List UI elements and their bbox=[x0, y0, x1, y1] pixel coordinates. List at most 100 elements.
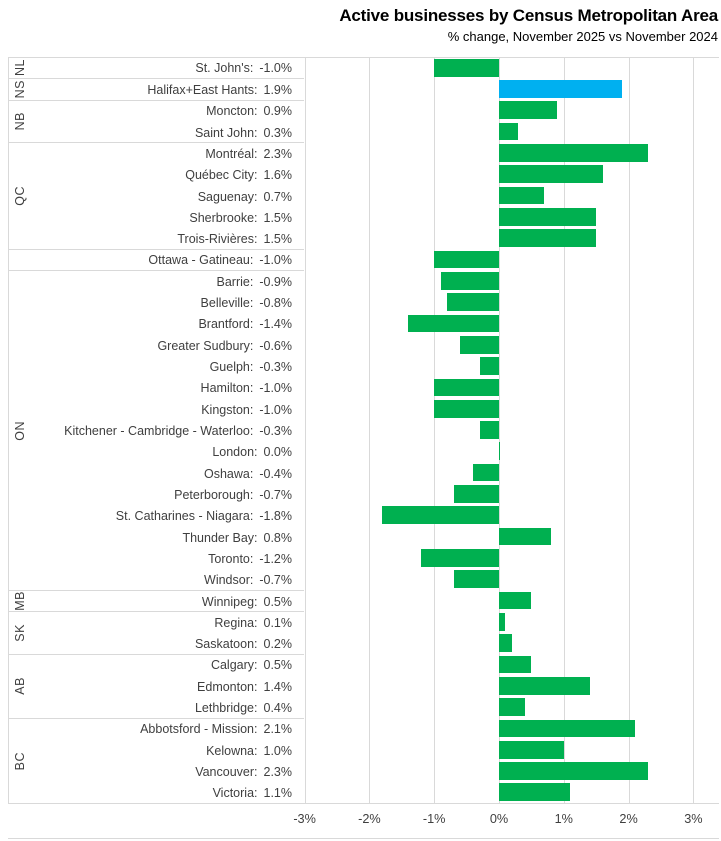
bar-calgary bbox=[499, 655, 532, 674]
category-label-row: Barrie: -0.9% bbox=[32, 271, 304, 292]
city-name: Calgary: bbox=[210, 658, 258, 673]
city-name: Abbotsford - Mission: bbox=[140, 722, 258, 737]
city-value: -1.8% bbox=[259, 509, 292, 524]
axis-tick-label: -3% bbox=[293, 812, 316, 826]
category-label-row: Kingston: -1.0% bbox=[32, 399, 304, 420]
city-name: Kelowna: bbox=[206, 743, 258, 758]
city-value: -1.0% bbox=[259, 381, 292, 396]
region-group-ns: NS Halifax+East Hants: 1.9% bbox=[8, 78, 304, 99]
city-value: 1.5% bbox=[263, 232, 293, 247]
bar-peterborough bbox=[453, 485, 499, 503]
bar-london bbox=[499, 442, 500, 461]
city-value: -0.4% bbox=[259, 466, 292, 481]
bar-st-john-s bbox=[434, 58, 499, 77]
category-label-row: Vancouver: 2.3% bbox=[32, 761, 304, 782]
city-value: 0.8% bbox=[263, 530, 293, 545]
city-value: 1.5% bbox=[263, 210, 293, 225]
bar-greater-sudbury bbox=[460, 335, 499, 354]
region-group-ab: AB Calgary: 0.5% Edmonton: 1.4% Lethbridge: 0.… bbox=[8, 653, 304, 718]
category-label-row: St. Catharines - Niagara: -1.8% bbox=[32, 506, 304, 527]
bar-qu-bec-city bbox=[499, 165, 603, 184]
region-group-mb: MB Winnipeg: 0.5% bbox=[8, 589, 304, 611]
bar-kingston bbox=[434, 399, 499, 418]
bar-saint-john bbox=[499, 122, 519, 141]
region-group-nb: NB Moncton: 0.9% Saint John: 0.3% bbox=[8, 99, 304, 143]
axis-tick-label: 2% bbox=[619, 812, 638, 826]
category-label-row: Sherbrooke: 1.5% bbox=[32, 207, 304, 228]
bar-kelowna bbox=[499, 740, 564, 759]
city-name: Edmonton: bbox=[197, 679, 258, 694]
region-label: NB bbox=[13, 112, 27, 131]
city-name: Belleville: bbox=[200, 296, 254, 311]
axis-tick-label: -2% bbox=[358, 812, 381, 826]
region-strip: NB bbox=[8, 101, 32, 143]
city-name: Kitchener - Cambridge - Waterloo: bbox=[64, 423, 254, 438]
category-label-row: Belleville: -0.8% bbox=[32, 292, 304, 313]
category-label-row: Victoria: 1.1% bbox=[32, 783, 304, 804]
city-name: Vancouver: bbox=[195, 765, 258, 780]
city-value: 1.1% bbox=[263, 786, 293, 801]
category-label-row: Regina: 0.1% bbox=[32, 612, 304, 633]
city-value: 0.1% bbox=[263, 615, 293, 630]
city-value: 2.3% bbox=[263, 146, 293, 161]
axis-tick-label: 3% bbox=[684, 812, 703, 826]
category-label-row: Windsor: -0.7% bbox=[32, 570, 304, 591]
city-name: Saguenay: bbox=[197, 189, 258, 204]
bar-belleville bbox=[447, 293, 499, 311]
category-label-row: Guelph: -0.3% bbox=[32, 356, 304, 377]
city-value: 1.9% bbox=[263, 82, 293, 97]
bar-guelph bbox=[479, 357, 499, 375]
plot-top-border bbox=[8, 57, 719, 58]
category-label-row: Kitchener - Cambridge - Waterloo: -0.3% bbox=[32, 420, 304, 441]
region-strip: NL bbox=[8, 57, 32, 78]
city-value: 0.5% bbox=[263, 658, 293, 673]
region-label: ON bbox=[13, 420, 27, 441]
city-name: Hamilton: bbox=[200, 381, 254, 396]
category-label-row: Trois-Rivières: 1.5% bbox=[32, 229, 304, 250]
city-value: -1.0% bbox=[259, 253, 292, 268]
chart-bottom-border bbox=[8, 838, 719, 839]
category-label-row: Saint John: 0.3% bbox=[32, 122, 304, 143]
region-label: QC bbox=[13, 186, 27, 206]
city-name: Lethbridge: bbox=[194, 701, 258, 716]
city-value: 2.3% bbox=[263, 765, 293, 780]
city-value: -1.0% bbox=[259, 60, 292, 75]
city-value: 0.2% bbox=[263, 637, 293, 652]
city-value: -0.7% bbox=[259, 487, 292, 502]
bar-edmonton bbox=[499, 676, 590, 695]
city-name: Sherbrooke: bbox=[189, 210, 258, 225]
region-label: AB bbox=[13, 677, 27, 696]
region-label: NL bbox=[13, 59, 27, 77]
city-name: Brantford: bbox=[198, 317, 254, 332]
region-strip: NS bbox=[8, 79, 32, 99]
city-name: Toronto: bbox=[208, 551, 254, 566]
category-label-row: Lethbridge: 0.4% bbox=[32, 697, 304, 718]
region-group-qc: QC Montréal: 2.3% Québec City: 1.6% Saguenay:… bbox=[8, 142, 304, 249]
category-label-row: London: 0.0% bbox=[32, 442, 304, 463]
city-value: 1.6% bbox=[263, 168, 293, 183]
city-name: Saint John: bbox=[194, 125, 258, 140]
gridline bbox=[305, 57, 306, 803]
label-box-left-border bbox=[8, 57, 9, 803]
region-strip: SK bbox=[8, 612, 32, 654]
city-name: Saskatoon: bbox=[194, 637, 258, 652]
bar-thunder-bay bbox=[499, 527, 551, 546]
city-value: 0.0% bbox=[263, 445, 293, 460]
city-name: Oshawa: bbox=[204, 466, 254, 481]
bar-windsor bbox=[453, 570, 499, 589]
city-value: 0.7% bbox=[263, 189, 293, 204]
bar-kitchener-cambridge-waterloo bbox=[479, 421, 499, 439]
gridline bbox=[693, 57, 694, 803]
gridline bbox=[564, 57, 565, 803]
bar-winnipeg bbox=[499, 591, 532, 610]
category-label-row: Abbotsford - Mission: 2.1% bbox=[32, 719, 304, 740]
category-label-row: Saguenay: 0.7% bbox=[32, 186, 304, 207]
city-value: 0.4% bbox=[263, 701, 293, 716]
city-value: 0.9% bbox=[263, 104, 293, 119]
category-label-row: Oshawa: -0.4% bbox=[32, 463, 304, 484]
city-value: -1.2% bbox=[259, 551, 292, 566]
category-label-row: Toronto: -1.2% bbox=[32, 548, 304, 569]
city-value: 1.0% bbox=[263, 743, 293, 758]
city-value: -0.6% bbox=[259, 338, 292, 353]
city-name: Greater Sudbury: bbox=[157, 338, 254, 353]
